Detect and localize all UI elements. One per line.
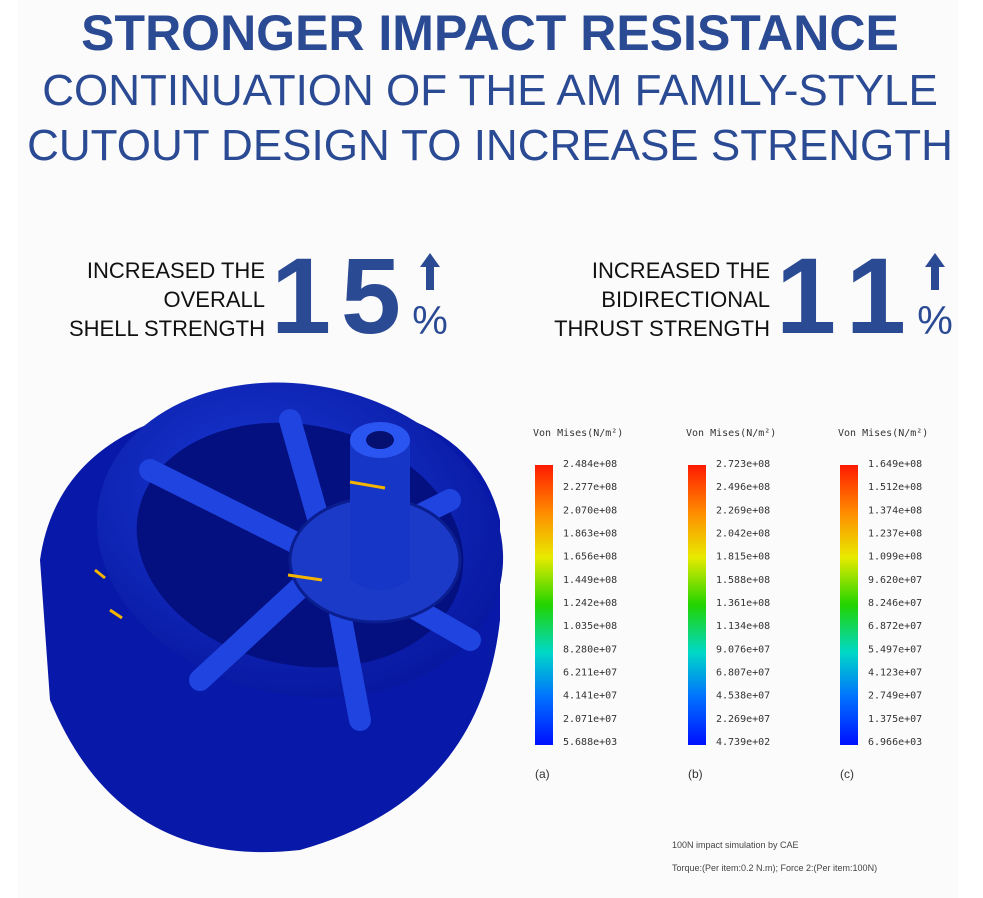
legend-caption: (c)	[840, 767, 854, 781]
legend-value: 2.723e+08	[716, 459, 770, 470]
legend-value: 1.656e+08	[563, 552, 617, 563]
legend-value: 2.042e+08	[716, 529, 770, 540]
stat-label: SHELL STRENGTH	[69, 316, 265, 341]
legend-value: 2.071e+07	[563, 714, 617, 725]
legend-value: 1.863e+08	[563, 529, 617, 540]
legend-value: 8.280e+07	[563, 644, 617, 655]
legend-value: 2.269e+07	[716, 714, 770, 725]
legend-caption: (a)	[535, 767, 550, 781]
title: STRONGER IMPACT RESISTANCE	[81, 5, 899, 61]
legend-value: 4.739e+02	[716, 737, 770, 748]
legend-value: 2.070e+08	[563, 505, 617, 516]
legend-value: 1.035e+08	[563, 621, 617, 632]
stat-label: INCREASED THE	[87, 258, 265, 283]
legend-value: 1.649e+08	[868, 459, 922, 470]
legend-title: Von Mises(N/m²)	[838, 428, 928, 439]
legend-value: 2.269e+08	[716, 505, 770, 516]
legend-value: 1.099e+08	[868, 552, 922, 563]
legend-value: 2.749e+07	[868, 691, 922, 702]
legend-value: 4.123e+07	[868, 668, 922, 679]
legend-value: 9.076e+07	[716, 644, 770, 655]
stat-label: OVERALL	[164, 287, 266, 312]
legend-value: 4.141e+07	[563, 691, 617, 702]
legend-value: 9.620e+07	[868, 575, 922, 586]
legend-value: 2.277e+08	[563, 482, 617, 493]
legend-value: 1.449e+08	[563, 575, 617, 586]
stat-label: BIDIRECTIONAL	[601, 287, 770, 312]
legend-value: 1.374e+08	[868, 505, 922, 516]
legend-value: 1.237e+08	[868, 529, 922, 540]
footnote: Torque:(Per item:0.2 N.m); Force 2:(Per …	[672, 863, 877, 873]
color-bar	[688, 465, 706, 745]
legend-value: 4.538e+07	[716, 691, 770, 702]
stat-unit: %	[412, 299, 448, 343]
color-bar	[840, 465, 858, 745]
legend-value: 1.512e+08	[868, 482, 922, 493]
legend-value: 1.242e+08	[563, 598, 617, 609]
legend-value: 8.246e+07	[868, 598, 922, 609]
legend-title: Von Mises(N/m²)	[533, 428, 623, 439]
legend-value: 1.375e+07	[868, 714, 922, 725]
stat-unit: %	[917, 299, 953, 343]
subtitle: CONTINUATION OF THE AM FAMILY-STYLE	[42, 66, 938, 115]
legend-value: 6.966e+03	[868, 737, 922, 748]
legend-value: 1.588e+08	[716, 575, 770, 586]
legend-caption: (b)	[688, 767, 703, 781]
legend-value: 6.807e+07	[716, 668, 770, 679]
up-arrow	[420, 253, 440, 290]
color-bar	[535, 465, 553, 745]
legend-value: 5.497e+07	[868, 644, 922, 655]
footnote: 100N impact simulation by CAE	[672, 840, 799, 850]
subtitle: CUTOUT DESIGN TO INCREASE STRENGTH	[27, 121, 953, 170]
legend-value: 2.484e+08	[563, 459, 617, 470]
legend-title: Von Mises(N/m²)	[686, 428, 776, 439]
rotor-illustration	[40, 382, 504, 853]
legend-value: 6.872e+07	[868, 621, 922, 632]
stat-label: INCREASED THE	[592, 258, 770, 283]
legend-value: 1.361e+08	[716, 598, 770, 609]
stat-label: THRUST STRENGTH	[554, 316, 770, 341]
up-arrow	[925, 253, 945, 290]
legend-value: 5.688e+03	[563, 737, 617, 748]
legend-value: 2.496e+08	[716, 482, 770, 493]
legend-value: 1.134e+08	[716, 621, 770, 632]
legend-value: 1.815e+08	[716, 552, 770, 563]
legend-value: 6.211e+07	[563, 668, 617, 679]
